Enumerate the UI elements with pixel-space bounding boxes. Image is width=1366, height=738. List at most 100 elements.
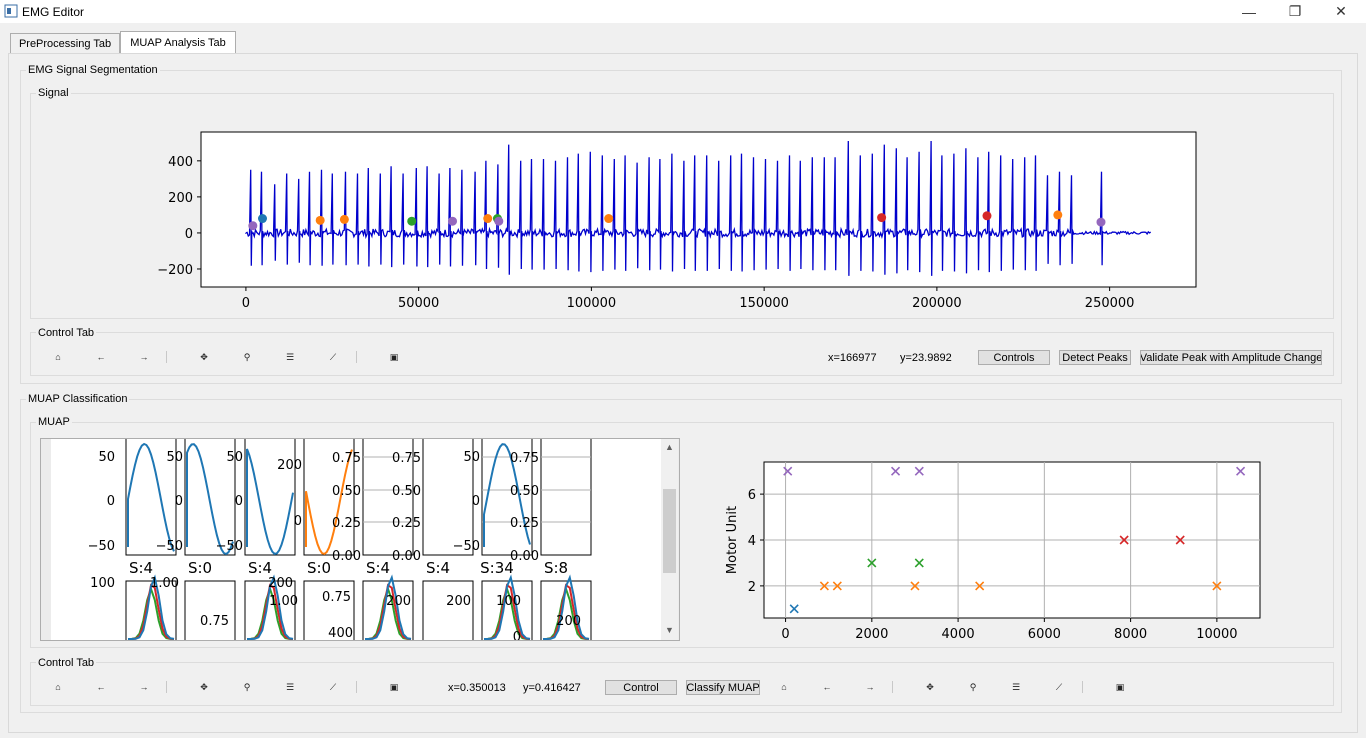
muap-vertical-scrollbar[interactable]: ▲ ▼ xyxy=(661,439,678,640)
zoom-icon[interactable]: ⚲ xyxy=(969,681,977,692)
scatter-point xyxy=(910,581,920,591)
muap-group-title: MUAP xyxy=(36,416,72,428)
x-tick-label: 100000 xyxy=(567,296,617,311)
title-bar: EMG Editor — ❐ ✕ xyxy=(0,0,1366,23)
peak-marker xyxy=(248,221,258,231)
scroll-up-icon[interactable]: ▲ xyxy=(665,442,674,452)
muap-y-tick-label: 0.75 xyxy=(510,451,539,466)
y-tick-label: 0 xyxy=(185,227,193,242)
scatter-x-tick-label: 6000 xyxy=(1028,627,1061,642)
muap-subplot xyxy=(244,439,296,556)
muap-y-tick-label: 0.75 xyxy=(322,590,351,605)
scatter-point xyxy=(1236,466,1246,476)
save-icon[interactable]: ▣ xyxy=(389,681,399,692)
scatter-x-tick-label: 2000 xyxy=(855,627,888,642)
edit-axes-icon[interactable]: ⟋ xyxy=(1055,681,1063,692)
minimize-button[interactable]: — xyxy=(1242,3,1256,20)
edit-axes-icon[interactable]: ⟋ xyxy=(329,681,337,692)
save-icon[interactable]: ▣ xyxy=(389,351,399,362)
muap-y-tick-label: 0.25 xyxy=(332,516,361,531)
muap-y-tick-label: 200 xyxy=(277,458,302,473)
motor-unit-scatter-plot[interactable]: 0 2000 4000 6000 8000 10000 2 4 6 Motor Unit xyxy=(700,440,1300,645)
configure-icon[interactable]: ☰ xyxy=(1011,681,1021,692)
muap-waveform xyxy=(247,574,294,640)
x-tick-label: 150000 xyxy=(739,296,789,311)
signal-group xyxy=(30,93,1334,319)
segmentation-control-group xyxy=(30,332,1334,376)
toolbar-separator xyxy=(892,681,893,693)
forward-icon[interactable]: → xyxy=(139,682,149,692)
scroll-down-icon[interactable]: ▼ xyxy=(665,625,674,635)
scatter-point xyxy=(832,581,842,591)
back-icon[interactable]: ← xyxy=(96,352,106,362)
configure-icon[interactable]: ☰ xyxy=(285,351,295,362)
zoom-icon[interactable]: ⚲ xyxy=(243,351,251,362)
configure-icon[interactable]: ☰ xyxy=(285,681,295,692)
edit-axes-icon[interactable]: ⟋ xyxy=(329,351,337,362)
scatter-point xyxy=(783,466,793,476)
x-tick-label: 0 xyxy=(242,296,250,311)
back-icon[interactable]: ← xyxy=(822,682,832,692)
close-button[interactable]: ✕ xyxy=(1335,3,1347,19)
muap-subplot-title: S:4 xyxy=(129,559,153,577)
classification-group xyxy=(20,399,1342,713)
muap-y-tick-label: −50 xyxy=(453,539,480,554)
peak-marker xyxy=(1096,217,1106,227)
muap-y-tick-label: 0 xyxy=(175,494,183,509)
muap-y-tick-label: 0.50 xyxy=(332,484,361,499)
pan-icon[interactable]: ✥ xyxy=(200,681,208,692)
toolbar-separator xyxy=(356,681,357,693)
x-tick-label: 200000 xyxy=(912,296,962,311)
tab-muap-analysis[interactable]: MUAP Analysis Tab xyxy=(120,31,236,54)
muap-subplot-title: S:0 xyxy=(188,559,212,577)
detect-peaks-button[interactable]: Detect Peaks xyxy=(1059,350,1131,365)
validate-peak-button[interactable]: Validate Peak with Amplitude Change xyxy=(1140,350,1322,365)
signal-plot-area xyxy=(200,131,1197,288)
muap-subplot xyxy=(422,439,474,556)
muap-y-tick-label: 0.00 xyxy=(510,549,539,564)
pan-icon[interactable]: ✥ xyxy=(200,351,208,362)
pan-icon[interactable]: ✥ xyxy=(926,681,934,692)
forward-icon[interactable]: → xyxy=(865,682,875,692)
save-icon[interactable]: ▣ xyxy=(1115,681,1125,692)
zoom-icon[interactable]: ⚲ xyxy=(243,681,251,692)
muap-y-tick-label: −50 xyxy=(156,539,183,554)
muap-scroll-area[interactable]: 50 0 −50 50 0 −50 50 0 −50 200 0 0.75 0.50 0.25 0.00 0.… xyxy=(40,438,680,641)
segmentation-group xyxy=(20,70,1342,384)
controls-button[interactable]: Controls xyxy=(978,350,1050,365)
classify-muap-button[interactable]: Classify MUAP xyxy=(686,680,760,695)
home-icon[interactable]: ⌂ xyxy=(781,682,787,692)
muap-subplot xyxy=(303,580,355,640)
muap-waveform xyxy=(186,443,234,556)
y-tick-label: 200 xyxy=(168,191,193,206)
tab-preprocessing[interactable]: PreProcessing Tab xyxy=(10,33,120,54)
peak-marker xyxy=(448,216,458,226)
muap-y-tick-label: 0.50 xyxy=(392,484,421,499)
toolbar-separator xyxy=(166,681,167,693)
muap-waveform xyxy=(365,574,412,640)
scrollbar-thumb[interactable] xyxy=(663,489,676,573)
muap-y-tick-label: 1.00 xyxy=(150,576,179,591)
scatter-x-tick-label: 0 xyxy=(781,627,789,642)
home-icon[interactable]: ⌂ xyxy=(55,682,61,692)
signal-plot[interactable]: 0 50000 100000 150000 200000 250000 −200 0 200 4… xyxy=(31,100,1333,318)
muap-y-tick-label: 0 xyxy=(513,630,521,640)
scatter-y-tick-label: 4 xyxy=(748,534,756,549)
home-icon[interactable]: ⌂ xyxy=(55,352,61,362)
scatter-x-tick-label: 8000 xyxy=(1114,627,1147,642)
muap-y-tick-label: 1.00 xyxy=(269,594,298,609)
forward-icon[interactable]: → xyxy=(139,352,149,362)
muap-subplot-title: S:4 xyxy=(366,559,390,577)
y-tick-label: 400 xyxy=(168,155,193,170)
peak-marker xyxy=(877,213,887,223)
muap-cursor-y-readout: y=0.416427 xyxy=(523,682,581,694)
restore-button[interactable]: ❐ xyxy=(1288,3,1302,19)
muap-y-tick-label: 200 xyxy=(446,594,471,609)
segmentation-group-title: EMG Signal Segmentation xyxy=(26,64,160,76)
muap-y-tick-label: 0.50 xyxy=(510,484,539,499)
x-tick-label: 50000 xyxy=(398,296,439,311)
muap-y-tick-label: 50 xyxy=(226,450,243,465)
muap-y-tick-label: 200 xyxy=(556,614,581,629)
back-icon[interactable]: ← xyxy=(96,682,106,692)
control-button[interactable]: Control xyxy=(605,680,677,695)
